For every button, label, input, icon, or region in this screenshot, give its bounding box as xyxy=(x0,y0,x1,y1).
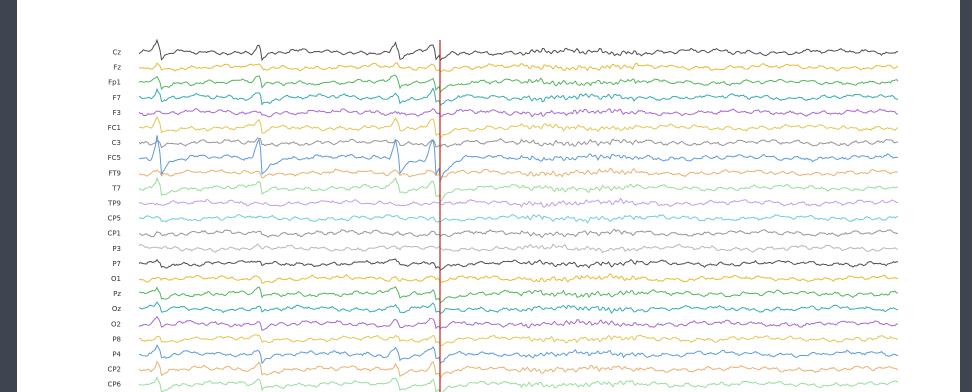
eeg-chart: Cz Fz Fp1 F7 F3 FC1 C3 FC5 FT9 T7 TP9 CP5 CP1 P3 P7 O1 P… xyxy=(107,38,899,392)
channel-label-fz: Fz xyxy=(113,64,121,72)
channel-trace-cz xyxy=(138,38,899,62)
channel-labels: Cz Fz Fp1 F7 F3 FC1 C3 FC5 FT9 T7 TP9 CP5 CP1 P3 P7 O1 P… xyxy=(107,49,121,389)
channel-label-ft9: FT9 xyxy=(108,169,121,177)
channel-trace-cp6 xyxy=(138,376,899,392)
channel-label-fc1: FC1 xyxy=(108,124,121,132)
channel-trace-p3 xyxy=(138,243,899,254)
channel-label-fp1: Fp1 xyxy=(108,79,121,87)
channel-trace-c3 xyxy=(138,137,899,149)
channel-trace-fc1 xyxy=(138,115,899,139)
channel-label-fc5: FC5 xyxy=(108,154,121,162)
channel-label-pz: Pz xyxy=(113,290,121,298)
channel-label-o1: O1 xyxy=(111,275,121,283)
channel-label-p4: P4 xyxy=(112,351,121,359)
channel-trace-f3 xyxy=(138,108,899,118)
channel-trace-fz xyxy=(138,62,899,73)
channel-trace-p4 xyxy=(138,344,899,365)
channel-label-f3: F3 xyxy=(113,109,121,117)
channel-trace-oz xyxy=(138,301,899,315)
channel-trace-p7 xyxy=(138,258,899,271)
channel-trace-cp5 xyxy=(138,214,899,224)
channel-trace-cp2 xyxy=(138,360,899,380)
channel-label-f7: F7 xyxy=(113,94,121,102)
channel-label-cp1: CP1 xyxy=(107,230,121,238)
channel-label-oz: Oz xyxy=(112,305,122,313)
left-dark-border xyxy=(0,0,17,392)
channel-trace-f7 xyxy=(138,87,899,107)
channel-label-p3: P3 xyxy=(112,245,121,253)
channel-trace-p8 xyxy=(138,334,899,347)
channel-label-cp6: CP6 xyxy=(107,381,121,389)
channel-trace-o2 xyxy=(138,315,899,331)
channel-traces xyxy=(138,38,899,392)
channel-trace-pz xyxy=(138,286,899,304)
channel-trace-fp1 xyxy=(138,74,899,94)
channel-label-o2: O2 xyxy=(111,320,121,328)
channel-trace-fc5 xyxy=(138,135,899,182)
channel-label-cp2: CP2 xyxy=(107,366,121,374)
right-dark-border xyxy=(960,0,972,392)
eeg-chart-panel: Cz Fz Fp1 F7 F3 FC1 C3 FC5 FT9 T7 TP9 CP5 CP1 P3 P7 O1 P… xyxy=(17,0,960,392)
channel-trace-o1 xyxy=(138,272,899,284)
channel-label-p8: P8 xyxy=(112,335,121,343)
channel-label-c3: C3 xyxy=(112,139,121,147)
channel-label-cz: Cz xyxy=(112,49,121,57)
channel-trace-t7 xyxy=(138,176,899,204)
channel-trace-ft9 xyxy=(138,168,899,179)
channel-label-tp9: TP9 xyxy=(107,200,121,208)
channel-trace-cp1 xyxy=(138,228,899,238)
channel-label-cp5: CP5 xyxy=(107,215,121,223)
channel-label-t7: T7 xyxy=(111,184,121,192)
channel-label-p7: P7 xyxy=(112,260,121,268)
channel-trace-tp9 xyxy=(138,197,899,208)
